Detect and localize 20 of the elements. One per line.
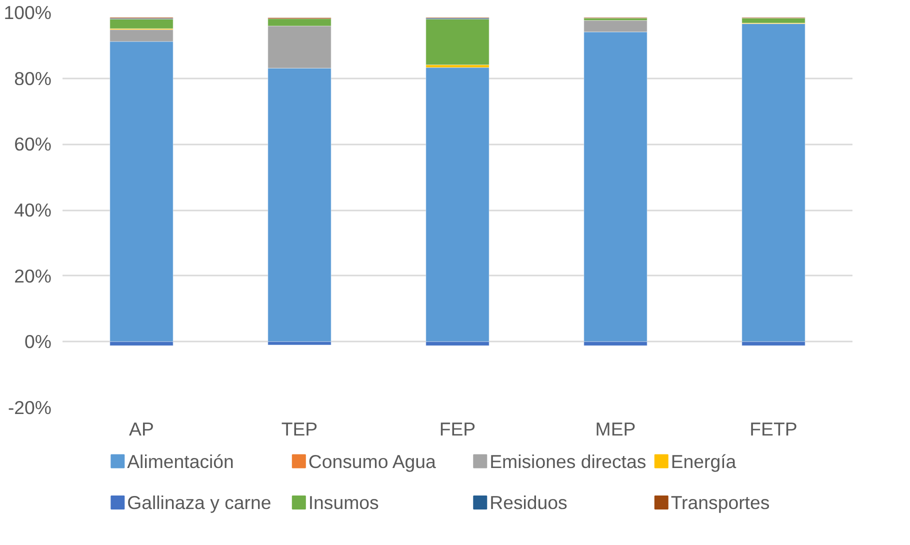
x-tick-label: FETP — [750, 418, 798, 440]
legend-label: Emisiones directas — [490, 450, 646, 472]
legend-label: Energía — [670, 450, 737, 472]
x-tick-label: FEP — [439, 418, 476, 440]
x-tick-label: MEP — [595, 418, 636, 440]
legend-label: Residuos — [490, 492, 568, 513]
legend-label: Gallinaza y carne — [127, 492, 272, 513]
y-tick-label: 40% — [14, 200, 52, 220]
y-tick-label: -20% — [8, 397, 52, 418]
legend-label: Transportes — [670, 492, 770, 513]
y-tick-label: 20% — [14, 265, 52, 286]
legend-label: Alimentación — [127, 450, 234, 472]
y-tick-label: 80% — [14, 68, 52, 89]
legend-label: Insumos — [308, 492, 379, 513]
y-tick-label: 60% — [14, 134, 52, 155]
legend-label: Consumo Agua — [308, 450, 437, 472]
x-tick-label: TEP — [281, 418, 318, 440]
y-tick-label: 100% — [4, 2, 52, 23]
y-tick-label: 0% — [24, 331, 52, 352]
x-tick-label: AP — [129, 418, 154, 440]
